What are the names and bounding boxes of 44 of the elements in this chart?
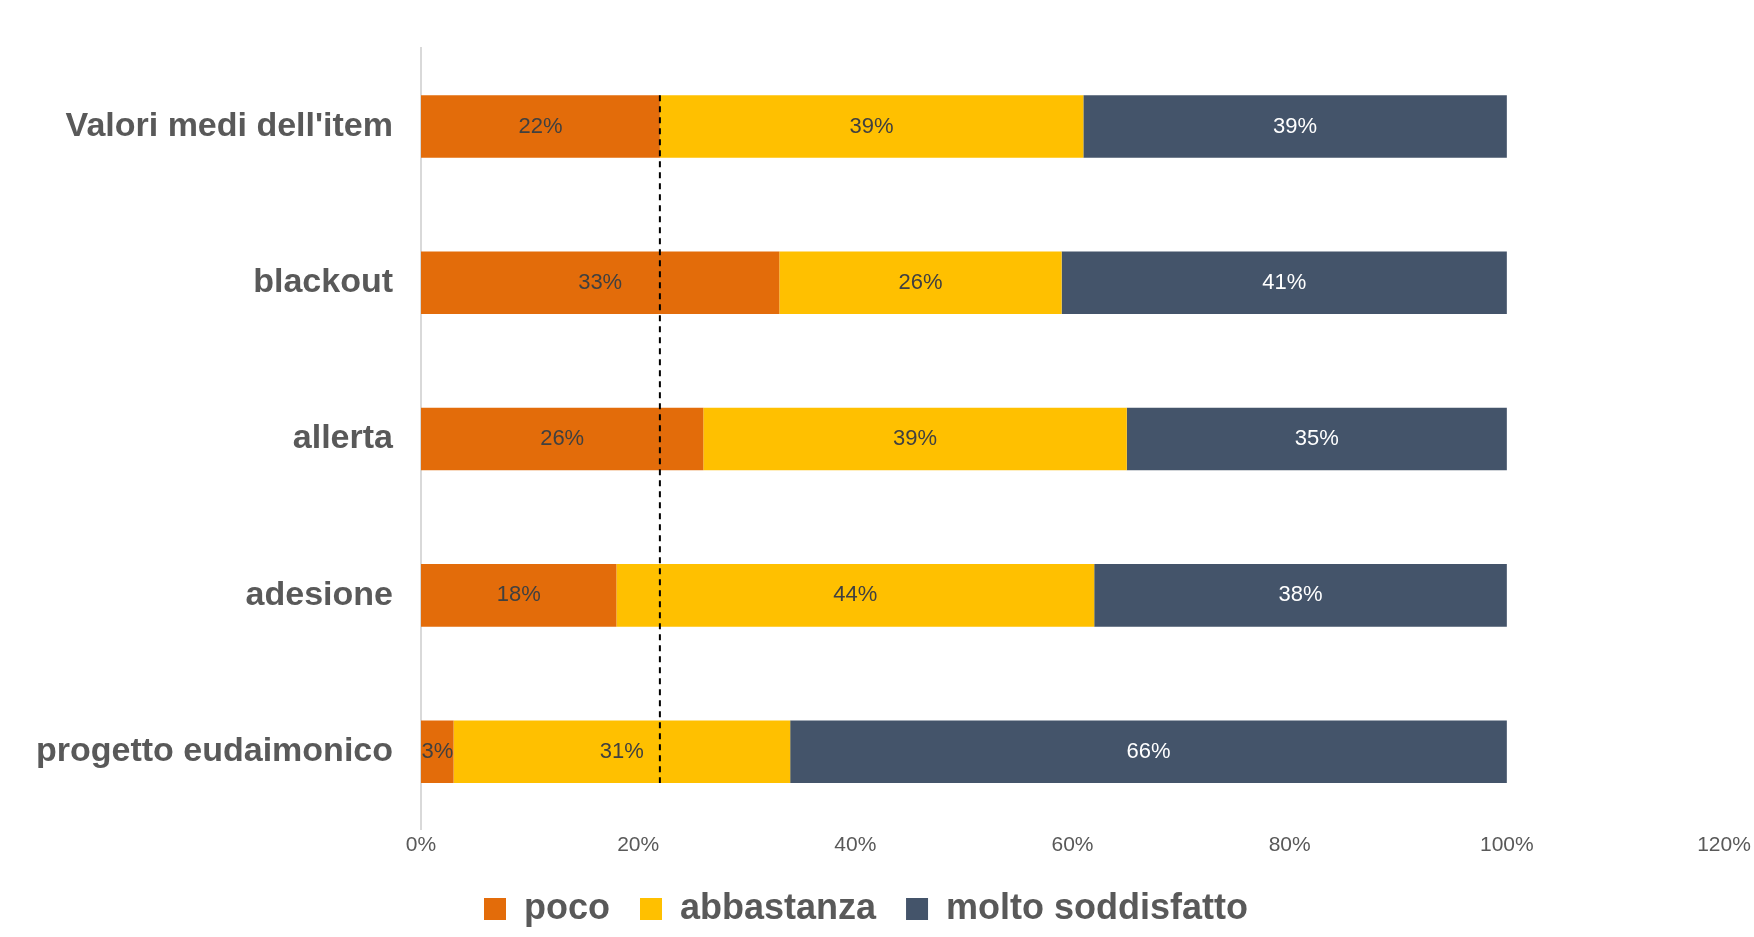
bar bbox=[1126, 407, 1507, 471]
data-label: 39% bbox=[849, 112, 894, 138]
data-label: 26% bbox=[540, 425, 585, 451]
legend-label: molto soddisfatto bbox=[946, 885, 1249, 927]
bar bbox=[703, 407, 1127, 471]
bar bbox=[790, 720, 1507, 783]
x-tick-label: 60% bbox=[1051, 832, 1094, 856]
bar bbox=[779, 251, 1062, 315]
bar bbox=[659, 95, 1084, 158]
bar bbox=[421, 95, 660, 158]
x-tick-label: 0% bbox=[405, 832, 437, 856]
x-tick-label: 20% bbox=[617, 832, 660, 856]
bar bbox=[1083, 95, 1507, 158]
y-tick-label: Valori medi dell'item bbox=[65, 104, 393, 143]
data-label: 39% bbox=[1273, 112, 1318, 138]
bar bbox=[421, 407, 704, 471]
y-tick-label: progetto eudaimonico bbox=[36, 730, 393, 769]
bar bbox=[616, 564, 1095, 627]
legend-label: abbastanza bbox=[679, 885, 878, 927]
data-label: 3% bbox=[421, 737, 454, 763]
y-tick-label: adesione bbox=[245, 573, 393, 612]
data-label: 22% bbox=[518, 112, 563, 138]
bar bbox=[421, 564, 617, 627]
x-tick-label: 80% bbox=[1268, 832, 1311, 856]
data-label: 35% bbox=[1294, 425, 1339, 451]
data-label: 44% bbox=[833, 581, 878, 607]
data-label: 26% bbox=[898, 268, 943, 294]
data-label: 41% bbox=[1262, 268, 1307, 294]
data-label: 18% bbox=[496, 581, 541, 607]
legend-label: poco bbox=[523, 885, 610, 927]
x-tick-label: 100% bbox=[1479, 832, 1534, 856]
bar bbox=[1061, 251, 1507, 315]
x-tick-label: 120% bbox=[1697, 832, 1751, 856]
data-label: 39% bbox=[893, 425, 938, 451]
bar bbox=[453, 720, 791, 783]
bar bbox=[1094, 564, 1507, 627]
y-tick-label: blackout bbox=[253, 261, 393, 300]
data-label: 33% bbox=[578, 268, 623, 294]
data-label: 66% bbox=[1126, 737, 1171, 763]
x-tick-label: 40% bbox=[834, 832, 877, 856]
bar bbox=[421, 251, 780, 315]
data-label: 38% bbox=[1278, 581, 1323, 607]
data-label: 31% bbox=[599, 737, 644, 763]
y-tick-label: allerta bbox=[292, 417, 395, 456]
